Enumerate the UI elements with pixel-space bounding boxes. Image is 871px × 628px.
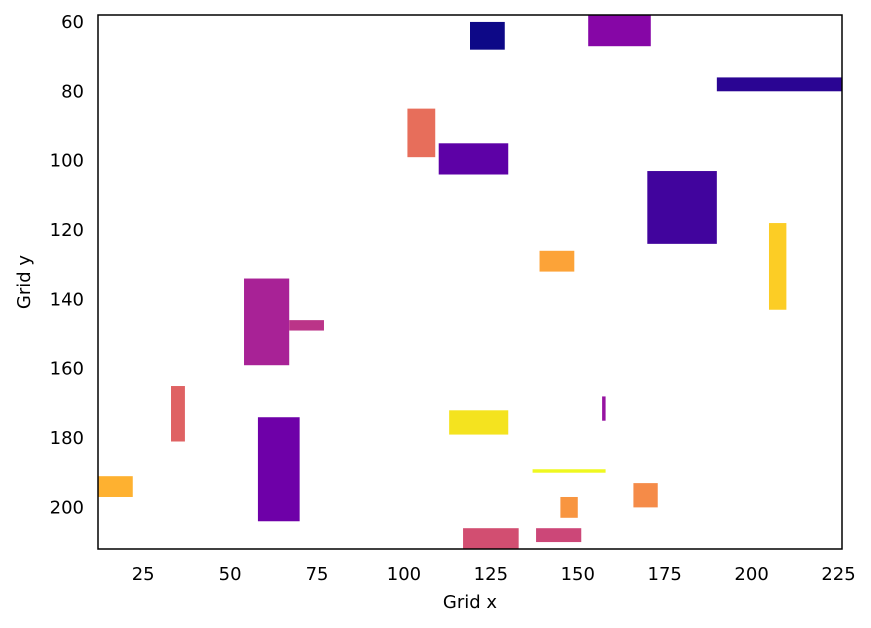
data-rect-15: [532, 469, 606, 473]
data-rect-5: [438, 143, 509, 175]
x-tick-label: 50: [219, 564, 242, 585]
y-tick-label: 60: [61, 12, 84, 33]
data-rect-7: [768, 223, 787, 310]
data-rect-2: [588, 15, 651, 47]
data-rect-13: [449, 410, 509, 435]
x-tick-label: 200: [734, 564, 768, 585]
data-rect-19: [463, 528, 519, 549]
plot-frame: [97, 14, 843, 550]
data-rect-9: [244, 278, 290, 366]
data-rect-6: [647, 171, 717, 244]
data-rect-8: [539, 250, 575, 272]
data-rect-3: [716, 77, 842, 92]
y-tick-label: 80: [61, 81, 84, 102]
y-tick-label: 160: [50, 359, 84, 380]
data-rect-11: [171, 386, 185, 442]
y-tick-label: 140: [50, 289, 84, 310]
x-tick-label: 150: [561, 564, 595, 585]
data-rect-12: [602, 396, 606, 421]
y-tick-label: 120: [50, 220, 84, 241]
x-tick-label: 125: [474, 564, 508, 585]
x-tick-label: 75: [306, 564, 329, 585]
x-tick-label: 25: [132, 564, 155, 585]
data-rect-18: [560, 496, 578, 518]
y-axis-label: Grid y: [14, 255, 35, 309]
data-rect-10: [289, 320, 324, 331]
data-rect-20: [536, 528, 582, 543]
data-rect-17: [633, 483, 658, 508]
data-rect-4: [407, 108, 436, 158]
x-tick-label: 175: [648, 564, 682, 585]
data-rect-14: [257, 417, 300, 522]
x-axis-label: Grid x: [443, 592, 497, 613]
rects-layer: [98, 15, 842, 549]
y-tick-label: 200: [50, 497, 84, 518]
data-rect-1: [470, 21, 505, 50]
data-rect-16: [98, 476, 133, 497]
x-tick-label: 225: [821, 564, 855, 585]
y-axis-ticks: 60 80 100 120 140 160 180 200: [50, 12, 84, 518]
y-tick-label: 100: [50, 151, 84, 172]
x-tick-label: 100: [387, 564, 421, 585]
x-axis-ticks: 25 50 75 100 125 150 175 200 225: [132, 564, 856, 585]
y-tick-label: 180: [50, 428, 84, 449]
